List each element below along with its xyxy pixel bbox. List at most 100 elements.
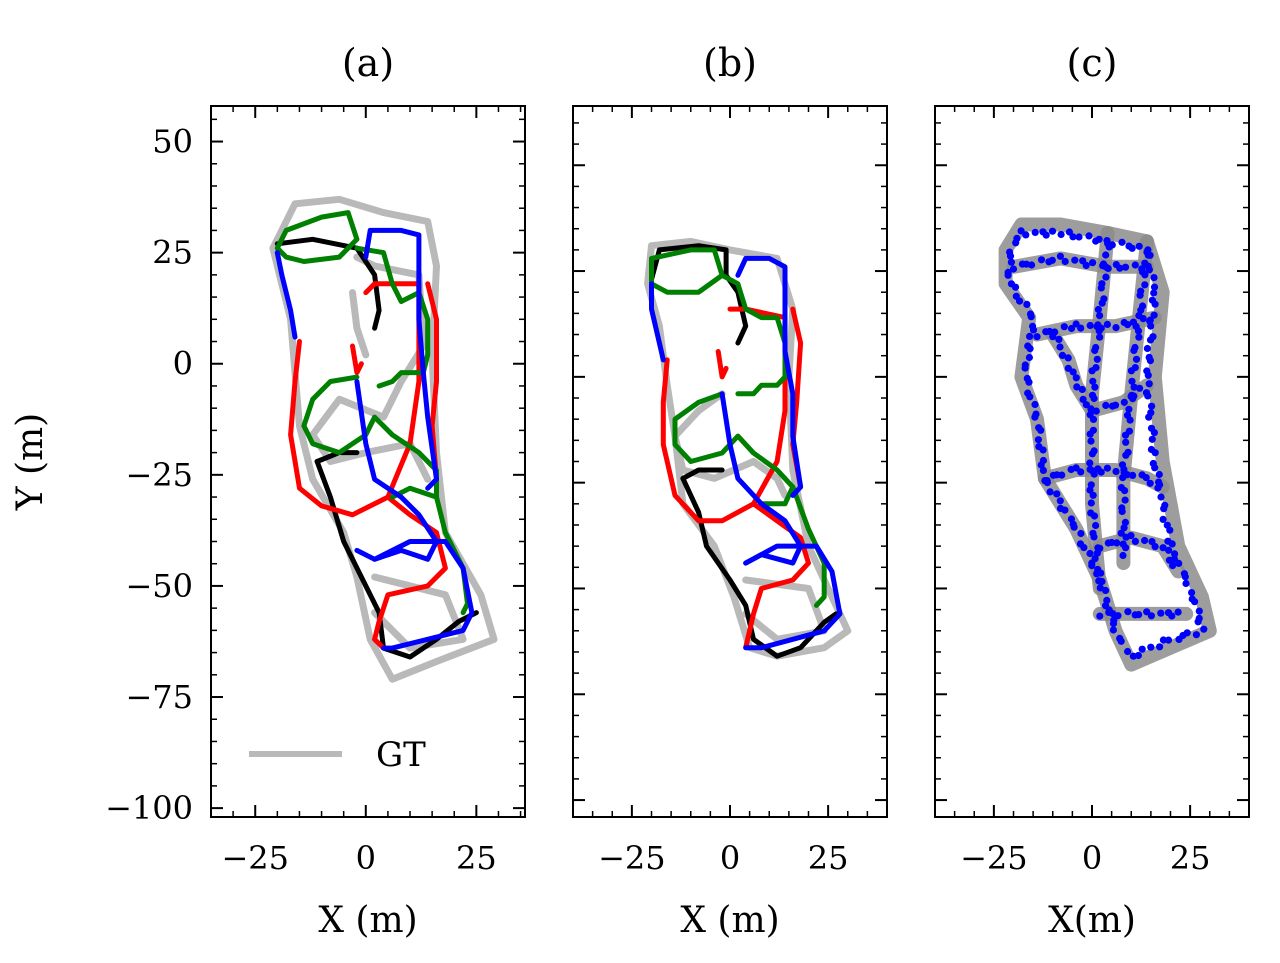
estimate-point — [1090, 394, 1098, 403]
estimate-point — [1129, 395, 1137, 403]
estimate-point — [1141, 281, 1149, 289]
estimate-point — [1056, 343, 1064, 351]
estimate-point — [1150, 274, 1158, 282]
trajectory-line — [354, 245, 431, 389]
trajectory-line — [671, 390, 789, 499]
estimate-point — [1035, 443, 1043, 451]
estimate-point — [1144, 251, 1152, 259]
estimate-point — [1067, 515, 1075, 523]
estimate-point — [1109, 626, 1117, 634]
estimate-point — [1088, 367, 1096, 375]
estimate-point — [1168, 540, 1176, 548]
estimate-point — [1089, 259, 1097, 267]
estimate-point — [1058, 471, 1066, 479]
x-tick-label: −25 — [960, 839, 1028, 877]
trajectory-line — [719, 391, 804, 566]
y-tick-label: −100 — [105, 789, 193, 827]
estimate-point — [1078, 385, 1086, 394]
estimate-point — [1039, 466, 1047, 474]
trajectory-line — [349, 289, 370, 359]
estimate-point — [1144, 392, 1152, 400]
estimate-point — [1119, 474, 1127, 482]
trajectory-line — [672, 391, 796, 507]
panel-title: (b) — [703, 41, 757, 85]
estimate-point — [1056, 504, 1065, 512]
estimate-point — [1086, 486, 1094, 494]
estimate-point — [1143, 608, 1151, 616]
y-tick-label: 25 — [152, 234, 193, 272]
estimate-point — [1025, 353, 1033, 362]
estimate-point — [1175, 635, 1183, 644]
estimate-point — [1048, 256, 1056, 264]
estimate-point — [1141, 536, 1149, 545]
estimate-point — [1148, 402, 1156, 410]
estimate-point — [1029, 322, 1037, 330]
estimate-point — [1102, 263, 1110, 271]
estimate-point — [1023, 300, 1031, 308]
estimate-point — [1157, 493, 1165, 501]
trajectory-line — [715, 349, 729, 380]
estimate-point — [1128, 377, 1136, 385]
series-gt-1 — [671, 390, 789, 499]
estimate-point — [1194, 618, 1202, 626]
estimate-point — [1086, 459, 1094, 467]
estimate-point — [1013, 234, 1021, 242]
estimate-point — [1077, 324, 1085, 332]
estimate-point — [1102, 273, 1110, 281]
estimate-point — [1023, 374, 1031, 382]
estimate-point — [1056, 497, 1064, 505]
estimate-point — [1129, 652, 1137, 660]
estimate-point — [1024, 389, 1032, 397]
estimate-point — [1046, 488, 1054, 496]
estimate-point — [1064, 354, 1072, 362]
estimate-point — [1094, 305, 1102, 314]
estimate-point — [1118, 507, 1126, 516]
series-gt-3 — [349, 289, 370, 359]
estimate-point — [1033, 333, 1041, 341]
axes-frame — [572, 105, 888, 818]
estimate-point — [1097, 468, 1105, 476]
x-axis-label: X (m) — [680, 900, 779, 941]
estimate-point — [1165, 546, 1173, 554]
series-blue-16 — [719, 391, 804, 566]
estimate-point — [1009, 265, 1018, 273]
estimate-point — [1156, 643, 1164, 651]
estimate-point — [1028, 261, 1036, 269]
series-blue-15 — [274, 250, 298, 340]
estimate-point — [1146, 479, 1154, 487]
estimate-point — [1112, 467, 1120, 476]
estimate-point — [1048, 227, 1057, 235]
estimate-point — [1034, 436, 1042, 444]
trajectory-line — [314, 459, 479, 660]
x-tick-label: 25 — [456, 839, 497, 877]
estimate-point — [1182, 579, 1190, 588]
estimate-point — [1147, 643, 1155, 651]
series-gt-2 — [742, 576, 828, 643]
series-red-8 — [715, 349, 729, 380]
estimate-point — [1004, 268, 1012, 276]
estimate-point — [1089, 491, 1097, 499]
estimate-point — [1155, 478, 1163, 486]
estimate-point — [1150, 283, 1159, 291]
y-axis-label: Y (m) — [10, 413, 51, 511]
estimate-point — [1136, 384, 1144, 392]
series-blue-18 — [372, 539, 475, 651]
estimate-point — [1122, 438, 1130, 446]
estimate-point — [1127, 367, 1135, 375]
estimate-point — [1096, 612, 1104, 620]
estimate-point — [1154, 484, 1162, 492]
estimate-point — [1131, 537, 1139, 546]
estimate-point — [1147, 612, 1155, 620]
estimate-point — [1159, 515, 1167, 524]
panel-c: −25 0 25 (c) X(m) — [934, 41, 1250, 941]
panel-title: (a) — [342, 41, 394, 85]
trajectory-line — [372, 494, 448, 651]
estimate-point — [1086, 321, 1094, 330]
estimate-point — [1022, 231, 1030, 239]
series-green-11 — [719, 272, 788, 397]
series-red-8 — [372, 494, 448, 651]
estimate-point — [1114, 612, 1122, 620]
estimate-point — [1113, 539, 1121, 547]
legend-label: GT — [376, 735, 426, 775]
estimate-point — [1007, 280, 1016, 288]
